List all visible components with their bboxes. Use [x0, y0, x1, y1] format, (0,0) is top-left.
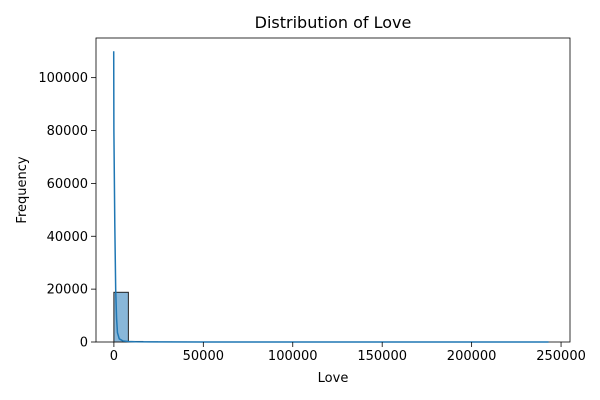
y-tick-label: 0: [80, 336, 88, 351]
y-tick-label: 60000: [47, 177, 88, 192]
x-tick-label: 100000: [268, 349, 318, 364]
x-tick-label: 200000: [447, 349, 497, 364]
x-tick-label: 0: [110, 349, 118, 364]
y-tick-label: 80000: [47, 124, 88, 139]
x-axis-label: Love: [318, 371, 349, 386]
plot-frame: [95, 37, 571, 343]
x-tick-label: 50000: [183, 349, 224, 364]
x-tick-label: 150000: [357, 349, 407, 364]
y-axis-label: Frequency: [15, 156, 30, 223]
chart-title: Distribution of Love: [255, 13, 412, 32]
x-tick-label: 250000: [536, 349, 586, 364]
y-axis-ticks: 0 20000 40000 60000 80000 100000: [38, 71, 96, 351]
histogram-bars: [113, 291, 202, 343]
y-tick-label: 100000: [38, 71, 88, 86]
kde-line: [112, 51, 549, 343]
y-tick-label: 40000: [47, 230, 88, 245]
x-axis-ticks: 0 50000 100000 150000 200000 250000: [110, 342, 586, 364]
plot-area: [95, 37, 571, 343]
y-tick-label: 20000: [47, 283, 88, 298]
